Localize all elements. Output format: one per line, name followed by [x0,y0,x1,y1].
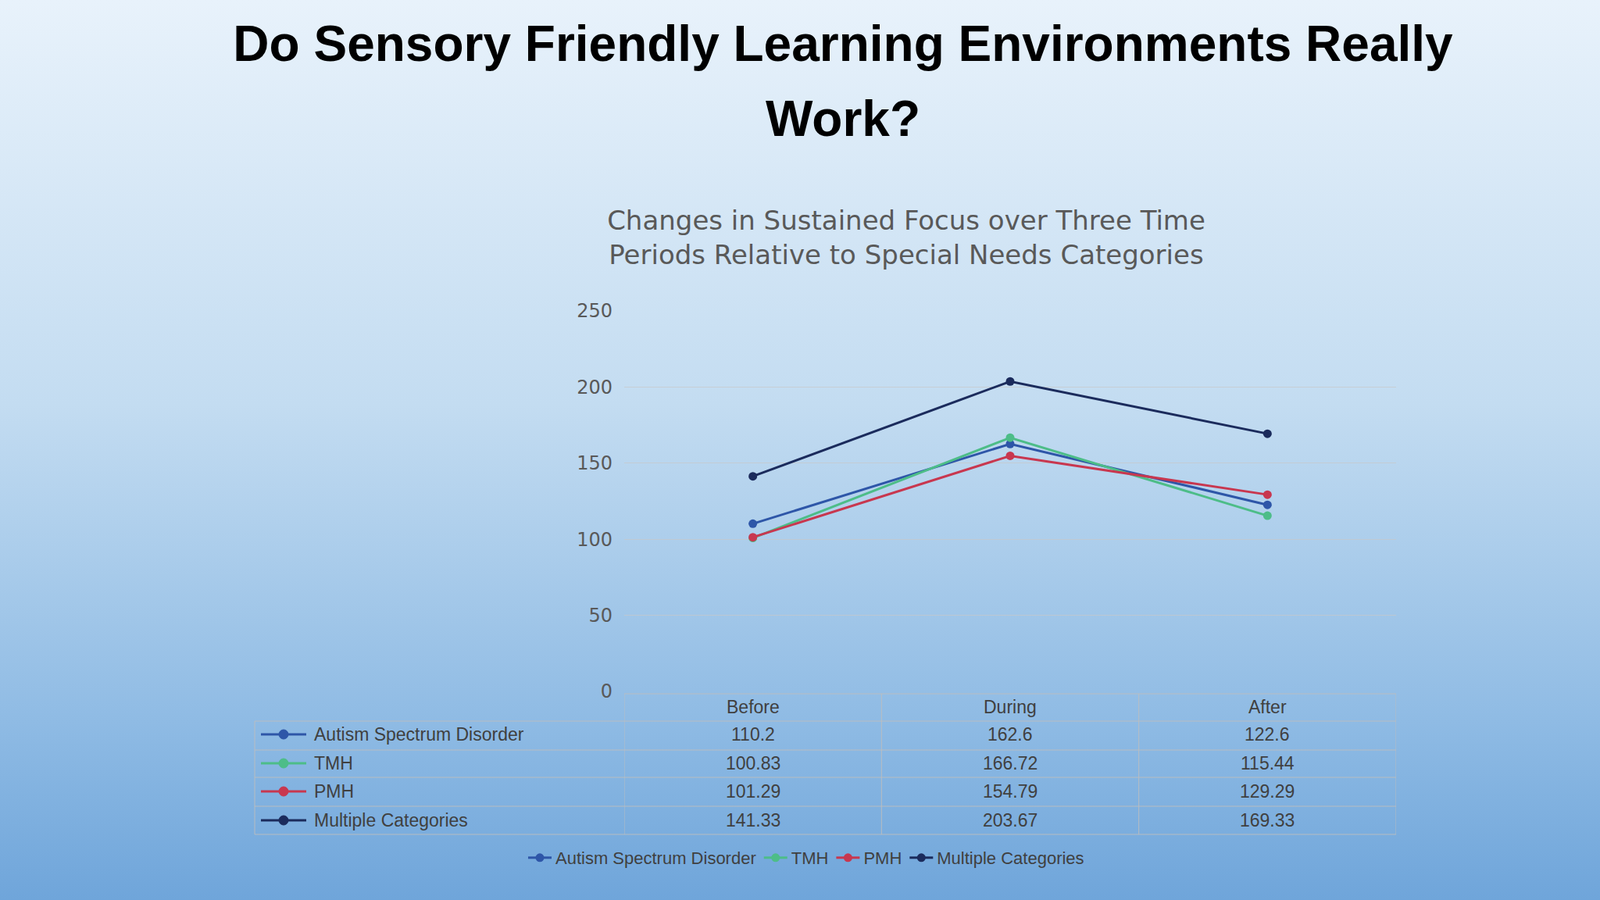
svg-text:141.33: 141.33 [725,810,781,831]
svg-text:122.6: 122.6 [1244,724,1290,745]
svg-text:110.2: 110.2 [731,724,775,745]
svg-text:115.44: 115.44 [1240,753,1295,774]
svg-text:Changes in Sustained Focus ove: Changes in Sustained Focus over Three Ti… [607,204,1206,271]
svg-text:250: 250 [576,300,613,322]
svg-text:Autism Spectrum Disorder: Autism Spectrum Disorder [314,724,525,745]
svg-text:TMH: TMH [314,753,354,774]
svg-text:PMH: PMH [314,781,354,802]
svg-text:129.29: 129.29 [1239,781,1295,802]
svg-text:After: After [1248,696,1287,718]
svg-text:203.67: 203.67 [982,810,1038,831]
svg-text:200: 200 [576,376,613,399]
html-text:Do Sensory Friendly Learning E: Do Sensory Friendly Learning Environment… [233,15,1453,147]
svg-text:50: 50 [588,604,613,627]
svg-text:Autism Spectrum Disorder: Autism Spectrum Disorder [555,848,757,868]
svg-text:169.33: 169.33 [1239,810,1295,831]
svg-text:PMH: PMH [863,848,902,868]
svg-text:Multiple Categories: Multiple Categories [314,810,468,831]
svg-text:101.29: 101.29 [725,781,781,802]
svg-text:During: During [983,696,1037,718]
svg-text:100.83: 100.83 [725,753,781,774]
svg-text:Multiple Categories: Multiple Categories [936,848,1084,868]
svg-text:154.79: 154.79 [982,781,1038,802]
svg-text:166.72: 166.72 [982,753,1038,774]
svg-text:150: 150 [576,452,613,475]
svg-text:162.6: 162.6 [987,724,1033,745]
svg-text:Before: Before [726,696,780,718]
svg-text:0: 0 [600,680,613,703]
svg-text:100: 100 [576,528,613,551]
svg-text:TMH: TMH [791,848,829,868]
